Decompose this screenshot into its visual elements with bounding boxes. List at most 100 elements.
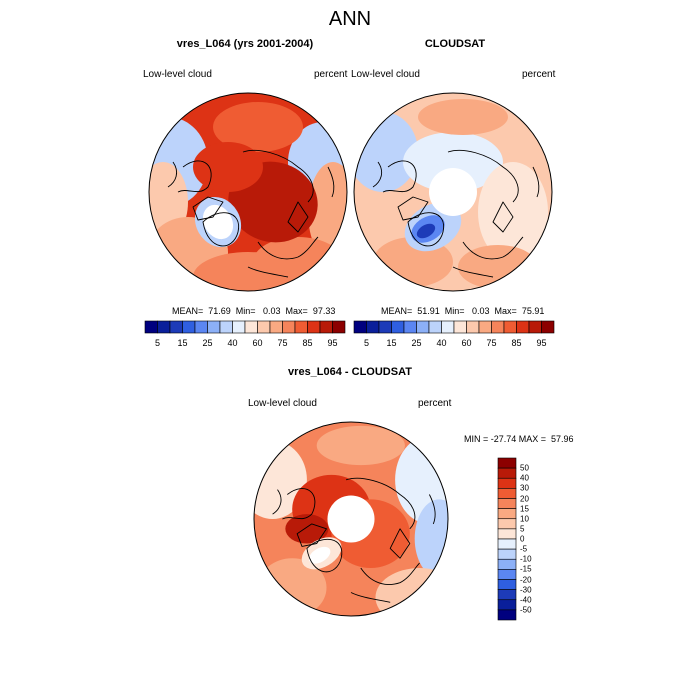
panel-2-colorbar-swatch [466, 320, 480, 334]
coastline [492, 201, 514, 233]
panel-3-colorbar-swatch [497, 589, 517, 601]
main-title: ANN [328, 8, 372, 30]
panel-3-colorbar [497, 457, 517, 621]
panel-3-colorbar-swatch [497, 467, 517, 479]
panel-3-colorbar-tick-label: -20 [520, 575, 532, 584]
panel-1-colorbar-swatch [157, 320, 171, 334]
panel-1-colorbar-tick-label: 60 [252, 338, 263, 348]
coastline [306, 538, 343, 573]
panel-1-left-label: Low-level cloud [143, 69, 212, 80]
panel-2-colorbar-tick-label: 5 [363, 338, 370, 348]
panel-2-colorbar-swatch [528, 320, 542, 334]
panel-2-polar-map [353, 92, 553, 292]
panel-2-colorbar-swatch [541, 320, 555, 334]
coastline [372, 161, 383, 188]
panel-1-colorbar-swatch [219, 320, 233, 334]
panel-3-colorbar-tick-label: -50 [520, 605, 532, 615]
map-border [353, 92, 553, 292]
panel-2-colorbar-swatch [441, 320, 455, 334]
panel-2-colorbar-tick-label: 85 [511, 338, 522, 348]
coastline [350, 592, 391, 603]
panel-2-colorbar-swatch [403, 320, 417, 334]
panel-2-colorbar-tick-label: 40 [436, 338, 447, 348]
high-cloud-patch [193, 142, 263, 192]
coastline [282, 488, 316, 520]
low-cloud-patch [149, 117, 208, 207]
panel-2-colorbar-swatch [416, 320, 430, 334]
coastline [287, 201, 309, 233]
low-cloud-patch [403, 132, 503, 192]
panel-3-title: vres_L064 - CLOUDSAT [288, 366, 412, 378]
panel-2-colorbar-swatch [391, 320, 405, 334]
coastline [452, 266, 494, 278]
panel-2-colorbar-tick-label: 15 [386, 338, 397, 348]
panel-1-polar-map [148, 92, 348, 292]
panel-3-colorbar-swatch [497, 538, 517, 550]
panel-1-colorbar-swatch [194, 320, 208, 334]
panel-1-colorbar-swatch [332, 320, 346, 334]
panel-1-colorbar-tick-label: 40 [227, 338, 238, 348]
panel-3-colorbar-swatch [497, 498, 517, 509]
coastline [296, 523, 327, 547]
panel-3-unit-label: percent [418, 398, 452, 409]
panel-2-colorbar-swatch [503, 320, 517, 334]
panel-3-colorbar-swatch [497, 508, 517, 520]
panel-1-colorbar-swatch [294, 320, 308, 334]
panel-1-colorbar-tick-label: 5 [154, 338, 161, 348]
panel-3-colorbar-tick-label: 5 [520, 524, 525, 534]
low-cloud-patch [458, 245, 538, 289]
map-border [253, 421, 449, 617]
coastline [202, 212, 240, 247]
panel-2-colorbar-swatch [353, 320, 367, 334]
panel-3-colorbar-tick-label: -5 [520, 544, 528, 554]
panel-3-colorbar-tick-label: -10 [520, 554, 532, 564]
panel-1-colorbar-swatch [319, 320, 333, 334]
map-border [148, 92, 348, 292]
panel-3-colorbar-tick-label: -40 [520, 595, 532, 605]
panel-3-colorbar-tick-label: 20 [520, 494, 529, 503]
panel-1-colorbar-swatch [269, 320, 283, 334]
coastline [192, 196, 224, 221]
panel-2-title: CLOUDSAT [424, 38, 486, 50]
panel-1-colorbar-swatch [207, 320, 221, 334]
panel-3-colorbar-swatch [497, 558, 517, 570]
panel-2-colorbar-swatch [491, 320, 505, 334]
panel-2-colorbar-swatch [453, 320, 467, 334]
panel-1-unit-label: percent [314, 69, 348, 80]
panel-3-left-label: Low-level cloud [248, 398, 317, 409]
panel-1-title: vres_L064 (yrs 2001-2004) [176, 38, 314, 50]
panel-1-stats: MEAN= 71.69 Min= 0.03 Max= 97.33 [172, 306, 336, 316]
coastline [345, 477, 416, 530]
panel-1-colorbar-swatch [282, 320, 296, 334]
panel-3-colorbar-tick-label: 50 [520, 463, 529, 473]
panel-3-colorbar-swatch [497, 477, 517, 489]
panel-3-colorbar-tick-label: 10 [520, 514, 529, 524]
coastline [462, 236, 524, 260]
coastline [167, 161, 178, 188]
diff-patch [285, 514, 329, 544]
no-data-patch [202, 204, 234, 240]
panel-1-colorbar [144, 320, 346, 334]
coastline [247, 266, 289, 278]
coastline [327, 166, 335, 198]
panel-2-colorbar-swatch [428, 320, 442, 334]
panel-2-colorbar-tick-label: 75 [486, 338, 497, 348]
coastline [382, 160, 417, 193]
panel-3-stats: MIN = -27.74 MAX = 57.96 [464, 434, 574, 444]
panel-3-colorbar-tick-label: 15 [520, 504, 529, 514]
no-data-hole [429, 168, 477, 216]
panel-3-colorbar-tick-label: 0 [520, 534, 525, 544]
diff-patch [414, 499, 448, 578]
no-data-hole [327, 495, 375, 543]
panel-1-colorbar-swatch [182, 320, 196, 334]
panel-1-colorbar-tick-label: 95 [327, 338, 338, 348]
panel-3-colorbar-swatch [497, 518, 517, 530]
panel-3-colorbar-swatch [497, 579, 517, 590]
panel-3-colorbar-swatch [497, 548, 517, 560]
coastline [397, 196, 429, 221]
coastline [272, 489, 282, 515]
panel-3-colorbar-tick-label: -15 [520, 564, 532, 574]
panel-3-colorbar-swatch [497, 609, 517, 621]
panel-2-colorbar [353, 320, 555, 334]
panel-1-colorbar-swatch [307, 320, 321, 334]
